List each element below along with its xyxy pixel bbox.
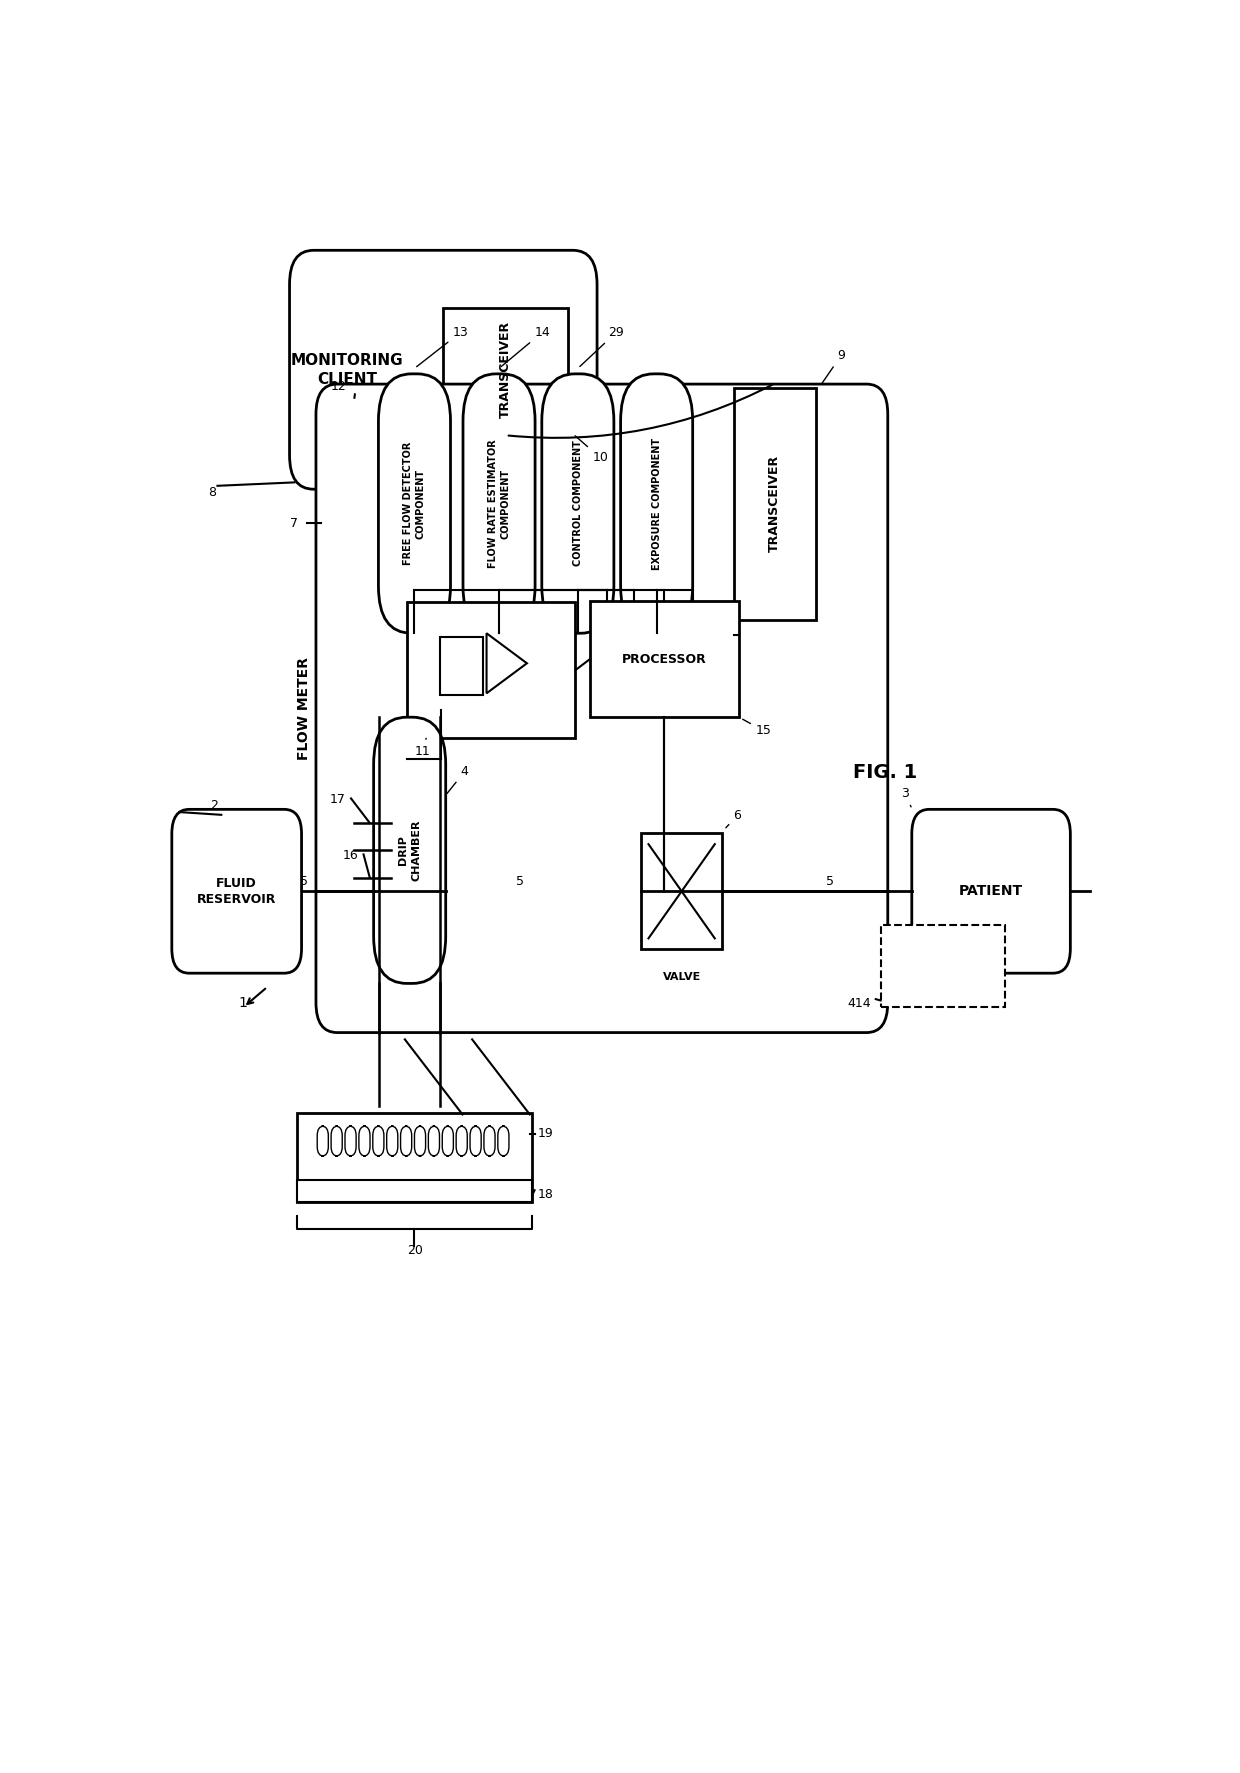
Text: 7: 7 — [290, 516, 298, 530]
Text: 10: 10 — [575, 436, 608, 465]
FancyBboxPatch shape — [620, 374, 693, 633]
Text: MONITORING
CLIENT: MONITORING CLIENT — [291, 353, 403, 387]
FancyBboxPatch shape — [378, 374, 450, 633]
FancyBboxPatch shape — [484, 1126, 495, 1156]
FancyBboxPatch shape — [401, 1126, 412, 1156]
Text: CONTROL COMPONENT: CONTROL COMPONENT — [573, 441, 583, 567]
Text: 13: 13 — [417, 326, 469, 367]
Text: 19: 19 — [537, 1128, 553, 1140]
Text: 9: 9 — [822, 349, 846, 385]
Text: 8: 8 — [208, 486, 216, 500]
Text: FLOW METER: FLOW METER — [296, 656, 311, 761]
Text: 3: 3 — [900, 787, 911, 807]
Text: 4: 4 — [446, 766, 469, 794]
Text: 20: 20 — [407, 1245, 423, 1257]
Text: 29: 29 — [580, 326, 625, 367]
Text: 12: 12 — [331, 379, 347, 394]
FancyBboxPatch shape — [590, 601, 739, 718]
Text: 11: 11 — [414, 738, 430, 757]
Text: 1: 1 — [238, 996, 248, 1011]
Text: 17: 17 — [330, 793, 346, 805]
FancyBboxPatch shape — [497, 1126, 508, 1156]
Text: 414: 414 — [847, 996, 870, 1011]
Text: TRANSCEIVER: TRANSCEIVER — [769, 456, 781, 551]
Text: VALVE: VALVE — [662, 972, 701, 982]
FancyBboxPatch shape — [428, 1126, 439, 1156]
Text: PROCESSOR: PROCESSOR — [622, 652, 707, 665]
FancyBboxPatch shape — [440, 637, 482, 695]
FancyBboxPatch shape — [407, 601, 575, 738]
Text: DRIP
CHAMBER: DRIP CHAMBER — [398, 819, 422, 881]
FancyBboxPatch shape — [470, 1126, 481, 1156]
Text: 2: 2 — [210, 800, 218, 812]
Text: 5: 5 — [826, 876, 833, 888]
FancyBboxPatch shape — [358, 1126, 370, 1156]
FancyBboxPatch shape — [331, 1126, 342, 1156]
FancyBboxPatch shape — [345, 1126, 356, 1156]
FancyBboxPatch shape — [456, 1126, 467, 1156]
Text: FIG. 1: FIG. 1 — [853, 762, 918, 782]
Text: 18: 18 — [537, 1188, 553, 1202]
FancyBboxPatch shape — [317, 1126, 329, 1156]
FancyBboxPatch shape — [289, 250, 596, 489]
FancyBboxPatch shape — [316, 385, 888, 1032]
Text: TRANSCEIVER: TRANSCEIVER — [500, 321, 512, 418]
FancyBboxPatch shape — [734, 388, 816, 619]
FancyBboxPatch shape — [387, 1126, 398, 1156]
FancyBboxPatch shape — [880, 926, 1006, 1007]
FancyBboxPatch shape — [542, 374, 614, 633]
Text: FREE FLOW DETECTOR
COMPONENT: FREE FLOW DETECTOR COMPONENT — [403, 441, 425, 566]
FancyBboxPatch shape — [463, 374, 536, 633]
FancyBboxPatch shape — [296, 1181, 532, 1202]
FancyBboxPatch shape — [443, 1126, 454, 1156]
FancyBboxPatch shape — [444, 309, 568, 431]
FancyBboxPatch shape — [373, 1126, 384, 1156]
Text: 16: 16 — [342, 849, 358, 862]
FancyBboxPatch shape — [172, 808, 301, 973]
Text: 5: 5 — [300, 876, 308, 888]
FancyBboxPatch shape — [911, 808, 1070, 973]
FancyBboxPatch shape — [296, 1113, 532, 1202]
Text: PATIENT: PATIENT — [959, 885, 1023, 899]
FancyBboxPatch shape — [414, 1126, 425, 1156]
Text: FLUID
RESERVOIR: FLUID RESERVOIR — [197, 876, 277, 906]
Text: 14: 14 — [501, 326, 551, 367]
Text: 5: 5 — [516, 876, 525, 888]
FancyBboxPatch shape — [641, 833, 723, 949]
Text: EXPOSURE COMPONENT: EXPOSURE COMPONENT — [652, 438, 662, 569]
Text: FLOW RATE ESTIMATOR
COMPONENT: FLOW RATE ESTIMATOR COMPONENT — [487, 440, 511, 567]
Text: 6: 6 — [725, 808, 742, 828]
Polygon shape — [486, 633, 527, 693]
Text: 15: 15 — [743, 720, 771, 738]
FancyBboxPatch shape — [373, 718, 445, 984]
